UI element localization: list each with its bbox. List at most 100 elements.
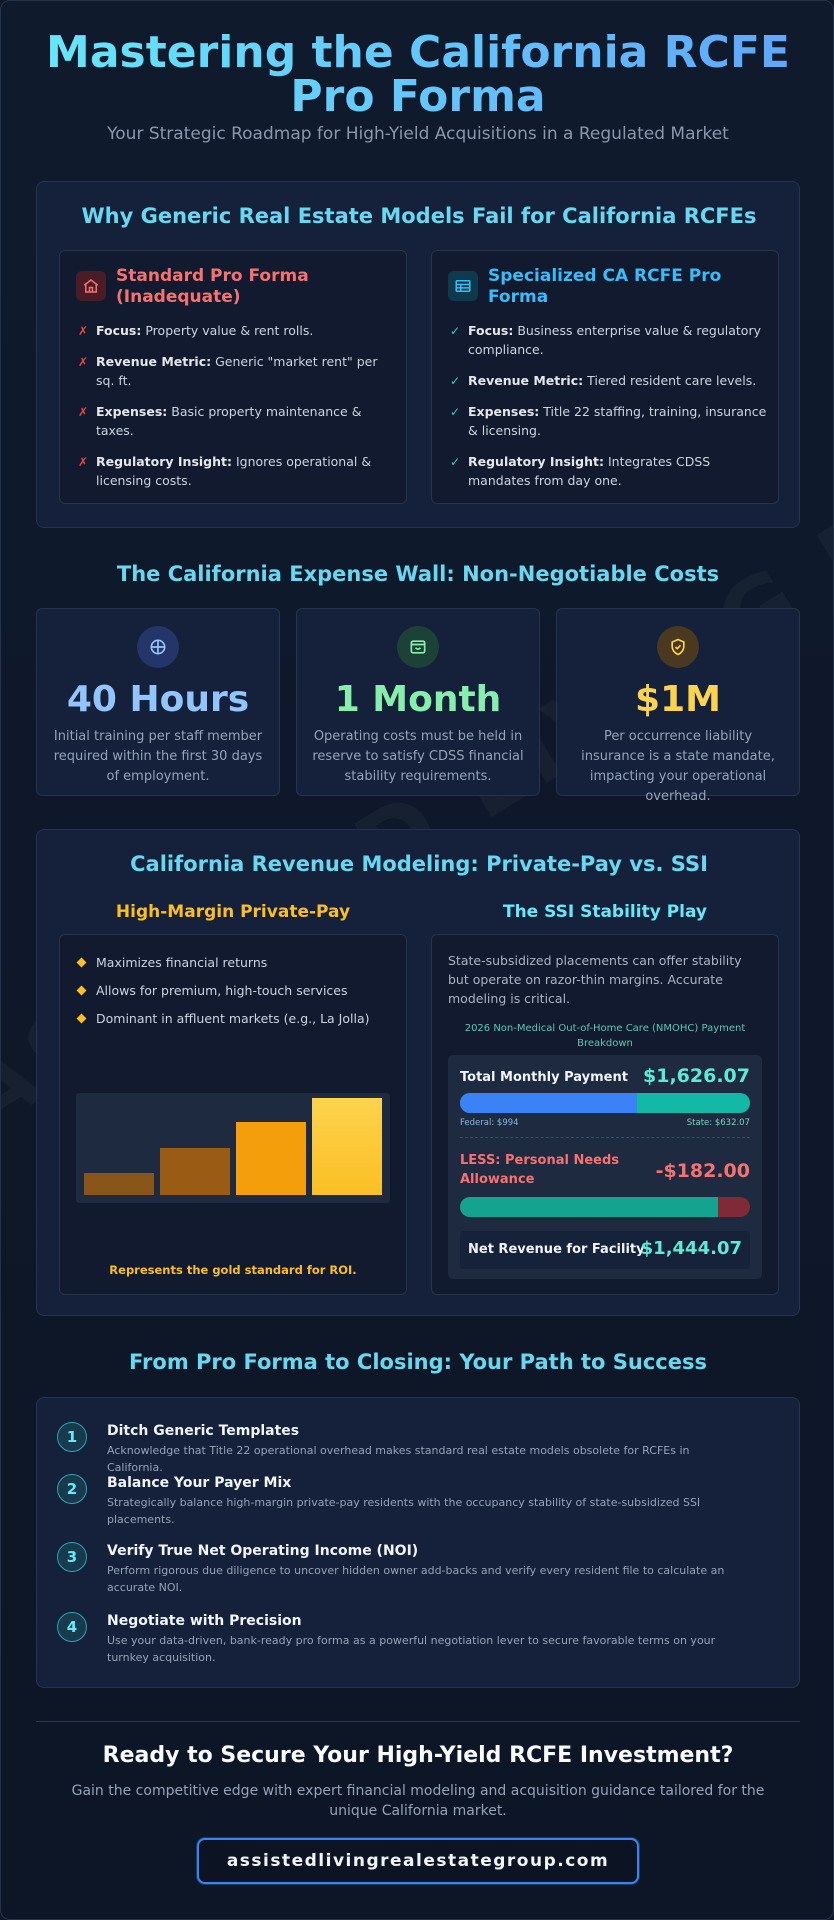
net-share-fill xyxy=(460,1197,718,1217)
net-revenue-value: $1,444.07 xyxy=(640,1238,742,1259)
comparison-title: Why Generic Real Estate Models Fail for … xyxy=(81,204,757,228)
ssi-breakdown-caption: 2026 Non-Medical Out-of-Home Care (NMOHC… xyxy=(464,1023,746,1049)
specialized-list: ✓ Focus: Business enterprise value & regu… xyxy=(450,321,770,502)
step-description: Use your data-driven, bank-ready pro for… xyxy=(107,1634,716,1664)
cta-description: Gain the competitive edge with expert fi… xyxy=(71,1783,765,1819)
growth-bar-2 xyxy=(160,1148,230,1195)
private-pay-title: High-Margin Private-Pay xyxy=(115,902,351,922)
revenue-panel: California Revenue Modeling: Private-Pay… xyxy=(36,829,800,1316)
home-icon xyxy=(76,271,106,301)
item-label: Expenses: xyxy=(96,404,168,419)
x-mark-icon: ✗ xyxy=(78,455,89,469)
wallet-icon xyxy=(397,626,439,668)
dashed-divider xyxy=(460,1137,750,1138)
ssi-intro: State-subsidized placements can offer st… xyxy=(448,953,742,1006)
list-item: ✓ Regulatory Insight: Integrates CDSS man… xyxy=(450,452,770,490)
list-item: Allows for premium, high-touch services xyxy=(76,981,369,1000)
check-icon: ✓ xyxy=(450,405,461,419)
diamond-bullet-icon xyxy=(76,1013,87,1024)
stat-value: 1 Month xyxy=(334,679,502,720)
standard-pro-forma-card: Standard Pro Forma (Inadequate) ✗ Focus: … xyxy=(59,250,407,504)
federal-share-fill xyxy=(460,1093,638,1113)
ssi-card: State-subsidized placements can offer st… xyxy=(431,934,779,1295)
net-revenue-box: Net Revenue for Facility $1,444.07 xyxy=(460,1231,750,1269)
total-payment-label: Total Monthly Payment xyxy=(460,1070,628,1085)
step-description: Perform rigorous due diligence to uncove… xyxy=(107,1564,725,1594)
item-text: Dominant in affluent markets (e.g., La J… xyxy=(96,1011,370,1026)
item-text: Basic property maintenance & taxes. xyxy=(96,404,362,438)
list-item: Dominant in affluent markets (e.g., La J… xyxy=(76,1009,369,1028)
item-text: Integrates CDSS mandates from day one. xyxy=(468,454,711,488)
growth-bar-1 xyxy=(84,1173,154,1195)
x-mark-icon: ✗ xyxy=(78,405,89,419)
growth-bar-4 xyxy=(312,1098,382,1195)
step-number: 4 xyxy=(57,1612,87,1642)
item-label: Focus: xyxy=(468,323,514,338)
stat-card-reserve: 1 Month Operating costs must be held in … xyxy=(296,608,540,796)
website-link-button[interactable]: assistedlivingrealestategroup.com xyxy=(197,1838,639,1884)
diamond-bullet-icon xyxy=(76,985,87,996)
list-item: ✗ Focus: Property value & rent rolls. xyxy=(78,321,398,340)
stat-description: Per occurrence liability insurance is a … xyxy=(581,729,775,804)
step-description: Acknowledge that Title 22 operational ov… xyxy=(107,1444,690,1474)
stat-description: Initial training per staff member requir… xyxy=(53,729,263,784)
growth-bar-3 xyxy=(236,1122,306,1195)
standard-card-title: Standard Pro Forma (Inadequate) xyxy=(116,266,309,307)
item-text: Allows for premium, high-touch services xyxy=(96,983,348,998)
step-title: Balance Your Payer Mix xyxy=(107,1475,292,1491)
item-text: Title 22 staffing, training, insurance &… xyxy=(468,404,767,438)
growth-bar-chart xyxy=(76,1093,390,1203)
net-revenue-bar xyxy=(460,1197,750,1217)
item-label: Revenue Metric: xyxy=(468,373,584,388)
check-icon: ✓ xyxy=(450,374,461,388)
check-icon: ✓ xyxy=(450,455,461,469)
stat-description: Operating costs must be held in reserve … xyxy=(312,729,524,784)
step-title: Ditch Generic Templates xyxy=(107,1423,300,1439)
step-number: 2 xyxy=(57,1474,87,1504)
shield-check-icon xyxy=(657,626,699,668)
payment-breakdown: Total Monthly Payment $1,626.07 Federal:… xyxy=(448,1055,762,1279)
list-item: ✓ Expenses: Title 22 staffing, training, … xyxy=(450,402,770,440)
item-label: Revenue Metric: xyxy=(96,354,212,369)
pna-label: LESS: Personal Needs Allowance xyxy=(460,1153,620,1187)
diamond-bullet-icon xyxy=(76,957,87,968)
specialized-card-title: Specialized CA RCFE Pro Forma xyxy=(488,266,722,307)
expense-wall-title: The California Expense Wall: Non-Negotia… xyxy=(116,562,720,586)
revenue-title: California Revenue Modeling: Private-Pay… xyxy=(130,852,708,876)
item-text: Business enterprise value & regulatory c… xyxy=(468,323,761,357)
private-pay-caption: Represents the gold standard for ROI. xyxy=(109,1263,357,1277)
item-text: Ignores operational & licensing costs. xyxy=(96,454,372,488)
net-revenue-label: Net Revenue for Facility xyxy=(468,1242,645,1257)
item-label: Regulatory Insight: xyxy=(468,454,604,469)
cta-divider xyxy=(36,1721,800,1722)
stat-card-training: 40 Hours Initial training per staff memb… xyxy=(36,608,280,796)
specialized-pro-forma-card: Specialized CA RCFE Pro Forma ✓ Focus: Bu… xyxy=(431,250,779,504)
list-item: ✗ Expenses: Basic property maintenance & … xyxy=(78,402,398,440)
list-item: ✓ Revenue Metric: Tiered resident care le… xyxy=(450,371,770,390)
state-label: State: $632.07 xyxy=(686,1118,750,1128)
private-pay-list: Maximizes financial returns Allows for p… xyxy=(76,953,369,1037)
private-pay-card: Maximizes financial returns Allows for p… xyxy=(59,934,407,1295)
step-number: 3 xyxy=(57,1542,87,1572)
globe-icon xyxy=(137,626,179,668)
item-text: Tiered resident care levels. xyxy=(587,373,757,388)
step-number: 1 xyxy=(57,1422,87,1452)
item-label: Expenses: xyxy=(468,404,540,419)
x-mark-icon: ✗ xyxy=(78,324,89,338)
x-mark-icon: ✗ xyxy=(78,355,89,369)
ssi-title: The SSI Stability Play xyxy=(502,902,708,922)
item-text: Generic "market rent" per sq. ft. xyxy=(96,354,378,388)
payment-split-bar xyxy=(460,1093,750,1113)
step-description: Strategically balance high-margin privat… xyxy=(107,1496,701,1526)
step-title: Verify True Net Operating Income (NOI) xyxy=(107,1543,419,1559)
steps-panel: 1 Ditch Generic Templates Acknowledge th… xyxy=(36,1397,800,1688)
check-icon: ✓ xyxy=(450,324,461,338)
total-payment-value: $1,626.07 xyxy=(643,1065,750,1087)
table-icon xyxy=(448,271,478,301)
item-text: Property value & rent rolls. xyxy=(145,323,314,338)
page-subtitle: Your Strategic Roadmap for High-Yield Ac… xyxy=(107,124,729,144)
federal-label: Federal: $994 xyxy=(460,1118,519,1128)
step-title: Negotiate with Precision xyxy=(107,1613,302,1629)
item-label: Regulatory Insight: xyxy=(96,454,232,469)
